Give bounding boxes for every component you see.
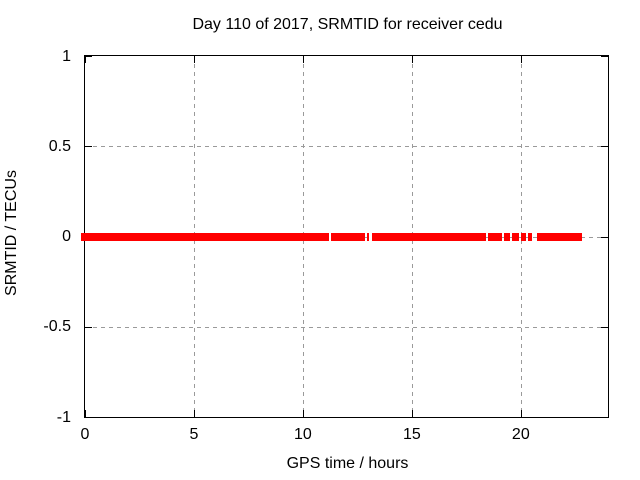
plot-area [80, 55, 609, 418]
x-tick-bottom [85, 410, 86, 417]
data-segment [331, 233, 365, 241]
x-tick-top [520, 56, 522, 63]
x-tick-top [85, 56, 86, 63]
x-tick-bottom [193, 410, 195, 417]
x-tick-bottom [411, 410, 413, 417]
y-tick-left [85, 417, 92, 418]
x-tick-label: 5 [189, 426, 199, 443]
x-tick-label: 0 [80, 426, 90, 443]
x-tick-top [193, 56, 195, 63]
data-segment [488, 233, 503, 241]
y-tick-label: -0.5 [43, 318, 71, 336]
x-tick-label: 10 [294, 426, 312, 443]
data-segment [537, 233, 582, 241]
y-gridline [85, 326, 608, 328]
y-gridline [85, 146, 608, 148]
y-tick-right [601, 56, 608, 57]
y-tick-label: -1 [56, 408, 71, 426]
data-segment [504, 233, 510, 241]
data-segment [367, 233, 370, 241]
y-tick-label: 1 [62, 47, 71, 65]
x-tick-top [302, 56, 304, 63]
y-tick-right [601, 417, 608, 418]
y-tick-left [85, 56, 92, 57]
x-tick-label: 20 [511, 426, 530, 443]
y-tick-label: 0 [62, 228, 71, 245]
x-tick-bottom [302, 410, 304, 417]
chart-title: Day 110 of 2017, SRMTID for receiver ced… [192, 16, 503, 33]
y-tick-right [601, 146, 608, 148]
x-axis-title: GPS time / hours [286, 455, 409, 472]
data-segment [512, 233, 519, 241]
data-segment [371, 233, 486, 241]
y-tick-left [85, 326, 92, 328]
data-segment [80, 233, 330, 241]
data-segment [528, 233, 532, 241]
y-tick-right [601, 236, 608, 238]
y-tick-right [601, 326, 608, 328]
x-tick-top [411, 56, 413, 63]
x-tick-bottom [520, 410, 522, 417]
x-tick-label: 15 [402, 426, 421, 443]
y-tick-label: 0.5 [48, 137, 71, 155]
data-segment [520, 233, 527, 241]
y-tick-left [85, 146, 92, 148]
